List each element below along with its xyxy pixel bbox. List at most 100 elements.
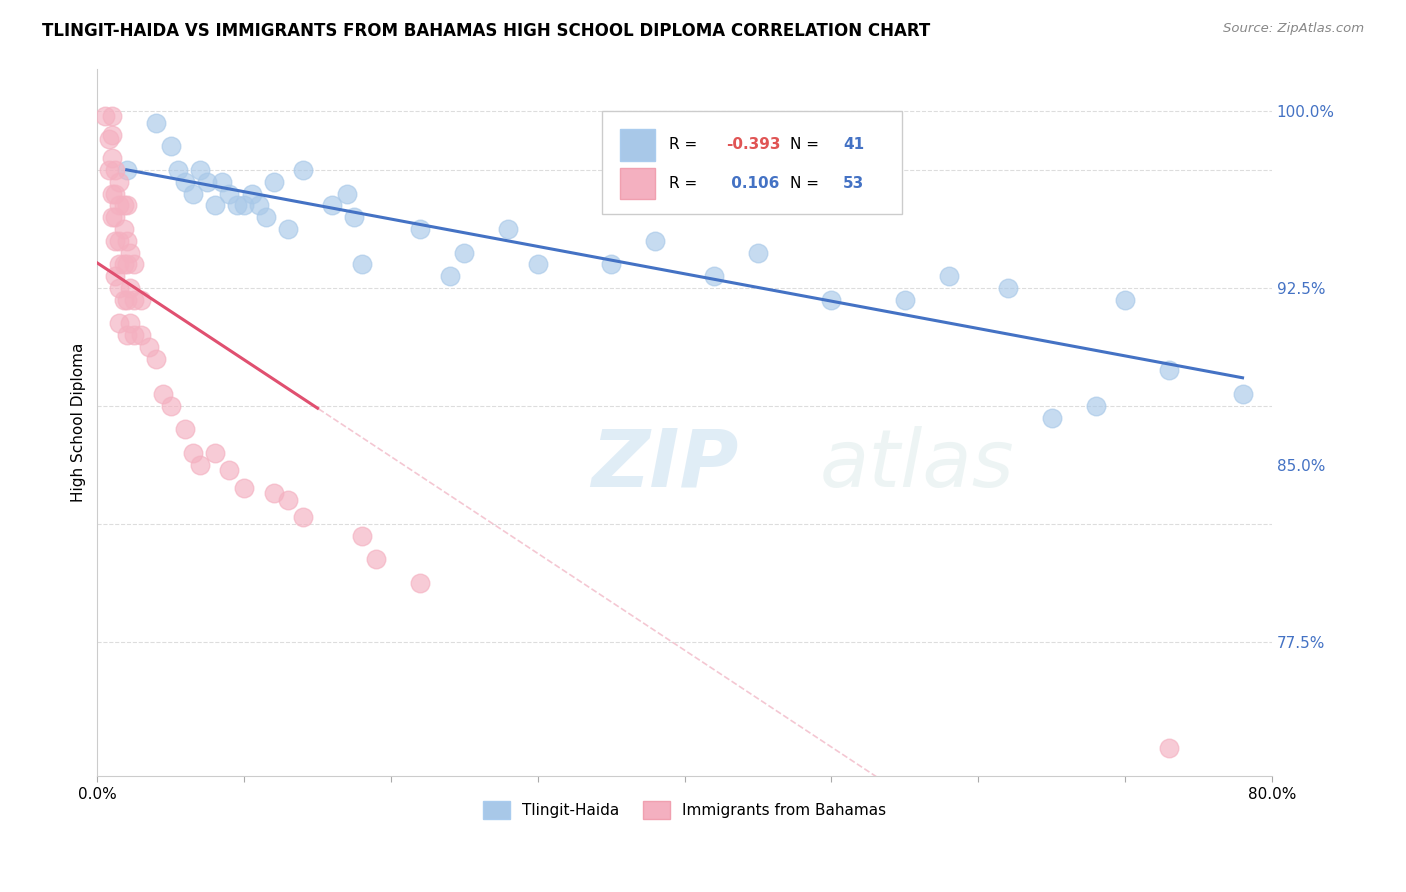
Text: R =: R = — [669, 137, 703, 153]
Text: 53: 53 — [844, 177, 865, 192]
Point — [101, 186, 124, 201]
Point — [204, 446, 226, 460]
Point — [240, 186, 263, 201]
Point — [118, 245, 141, 260]
Point — [366, 552, 388, 566]
Point — [138, 340, 160, 354]
Point — [277, 493, 299, 508]
Point — [159, 399, 181, 413]
Point — [263, 175, 285, 189]
Point — [98, 163, 121, 178]
Point — [181, 186, 204, 201]
Text: ZIP: ZIP — [591, 425, 738, 504]
Point — [225, 198, 247, 212]
Legend: Tlingit-Haida, Immigrants from Bahamas: Tlingit-Haida, Immigrants from Bahamas — [477, 796, 893, 825]
Point — [188, 458, 211, 472]
Point — [350, 528, 373, 542]
Text: 41: 41 — [844, 137, 865, 153]
Point — [104, 234, 127, 248]
Point — [152, 387, 174, 401]
Point — [174, 175, 197, 189]
Point — [218, 186, 240, 201]
Text: N =: N = — [790, 177, 824, 192]
Text: atlas: atlas — [820, 425, 1015, 504]
Point — [527, 257, 550, 271]
Point — [108, 234, 131, 248]
Point — [247, 198, 270, 212]
Point — [122, 293, 145, 307]
Y-axis label: High School Diploma: High School Diploma — [72, 343, 86, 502]
Point — [167, 163, 190, 178]
Point — [997, 281, 1019, 295]
Point — [104, 210, 127, 224]
Point — [747, 245, 769, 260]
Point — [233, 198, 256, 212]
Point — [204, 198, 226, 212]
Point — [104, 186, 127, 201]
Bar — [620, 128, 655, 161]
Point — [894, 293, 917, 307]
Point — [218, 462, 240, 476]
Point — [1084, 399, 1107, 413]
Point — [104, 269, 127, 284]
Point — [98, 132, 121, 146]
Point — [118, 281, 141, 295]
Point — [600, 257, 623, 271]
Point — [409, 222, 432, 236]
Point — [112, 198, 135, 212]
Point — [1040, 410, 1063, 425]
Point — [453, 245, 475, 260]
Text: R =: R = — [669, 177, 703, 192]
Point — [145, 351, 167, 366]
Point — [181, 446, 204, 460]
Point — [108, 257, 131, 271]
Point — [1232, 387, 1254, 401]
Point — [350, 257, 373, 271]
Bar — [620, 168, 655, 200]
Point — [112, 293, 135, 307]
Point — [174, 422, 197, 436]
Point — [233, 482, 256, 496]
Point — [115, 293, 138, 307]
Point — [291, 163, 314, 178]
Point — [112, 222, 135, 236]
Point — [277, 222, 299, 236]
Point — [131, 328, 153, 343]
Point — [93, 109, 115, 123]
Point — [938, 269, 960, 284]
Point — [439, 269, 461, 284]
Point — [101, 210, 124, 224]
Point — [291, 509, 314, 524]
Point — [131, 293, 153, 307]
Point — [254, 210, 277, 224]
Point — [1159, 363, 1181, 377]
Point — [115, 163, 138, 178]
Point — [263, 486, 285, 500]
Text: TLINGIT-HAIDA VS IMMIGRANTS FROM BAHAMAS HIGH SCHOOL DIPLOMA CORRELATION CHART: TLINGIT-HAIDA VS IMMIGRANTS FROM BAHAMAS… — [42, 22, 931, 40]
Point — [159, 139, 181, 153]
Point — [118, 316, 141, 330]
Point — [1114, 293, 1136, 307]
Point — [644, 234, 666, 248]
Point — [145, 116, 167, 130]
Point — [115, 198, 138, 212]
Point — [122, 257, 145, 271]
Point — [498, 222, 520, 236]
Point — [188, 163, 211, 178]
Point — [108, 281, 131, 295]
Point — [343, 210, 366, 224]
Point — [108, 175, 131, 189]
Point — [122, 328, 145, 343]
Point — [1159, 740, 1181, 755]
Point — [112, 257, 135, 271]
Text: 0.106: 0.106 — [725, 177, 779, 192]
Text: Source: ZipAtlas.com: Source: ZipAtlas.com — [1223, 22, 1364, 36]
Point — [101, 128, 124, 142]
Point — [108, 316, 131, 330]
Point — [115, 328, 138, 343]
Point — [101, 151, 124, 165]
Point — [104, 163, 127, 178]
Point — [703, 269, 725, 284]
Point — [336, 186, 359, 201]
Text: N =: N = — [790, 137, 824, 153]
